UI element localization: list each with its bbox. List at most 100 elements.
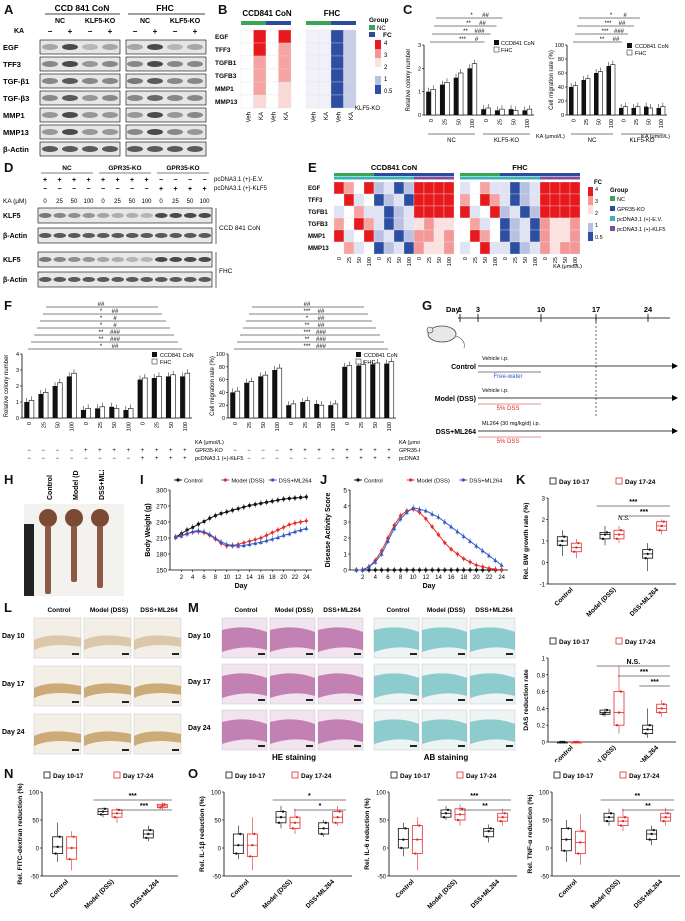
data-point	[577, 541, 580, 545]
row-label: GPR35-KO	[195, 448, 224, 454]
sig-mark: #	[475, 37, 479, 43]
klf-sign: −	[247, 456, 251, 462]
x-tick-label: 50	[483, 257, 489, 263]
data-point	[468, 560, 473, 564]
klf5-sign: −	[86, 186, 90, 193]
panel-a-sub-ko-1: KLF5-KO	[85, 18, 116, 25]
blot-band	[187, 44, 203, 50]
legend-ccd-label: CCD841 CoN	[635, 44, 669, 50]
group-bar	[414, 173, 454, 176]
bar-fhc	[660, 106, 666, 116]
data-point	[561, 740, 564, 744]
heat-cell	[240, 29, 254, 44]
ka-sign: +	[193, 27, 198, 36]
legend-label: Day 17-24	[466, 773, 497, 780]
blot-row-label: TGF-β1	[3, 77, 29, 86]
heat-cell	[373, 205, 385, 219]
data-point	[567, 827, 570, 830]
tissue-band	[34, 683, 81, 698]
sig-mark: *	[100, 344, 103, 350]
panel-a-sub-nc-1: NC	[55, 18, 65, 25]
group-label: Control	[557, 878, 578, 899]
legend-box-1	[225, 771, 233, 779]
data-point	[456, 818, 460, 822]
group-bar-ko	[331, 21, 356, 25]
x-axis-label: Day	[423, 583, 436, 590]
legend-label: Day 17-24	[629, 773, 660, 780]
annotation: Vehicle i.p.	[482, 356, 509, 362]
klf-sign: +	[155, 456, 159, 462]
heat-cell	[509, 193, 521, 207]
data-point	[293, 496, 297, 500]
sig-mark: **	[466, 21, 471, 27]
bar-fhc	[99, 406, 106, 419]
heat-row-label: TFF3	[308, 198, 323, 204]
sig-mark: **	[482, 803, 488, 810]
bar-ccd	[656, 108, 661, 115]
bar-ccd	[328, 405, 333, 418]
y-tick-label: 1	[542, 657, 546, 663]
x-tick-label: 100	[470, 119, 476, 128]
heat-cell	[509, 241, 521, 255]
data-point	[392, 526, 397, 530]
heat-col-label: KA	[259, 112, 265, 120]
heat-cell	[489, 205, 501, 219]
blot-band	[62, 129, 78, 135]
y-tick-label: 300	[156, 488, 167, 495]
heat-cell	[278, 55, 292, 70]
data-point	[615, 724, 619, 727]
heat-cell	[539, 229, 551, 243]
group-name: Model (DSS)	[435, 396, 476, 403]
legend-fhc-swatch	[493, 46, 500, 53]
klf-sign: −	[27, 456, 31, 462]
data-point	[563, 740, 566, 744]
y-tick-label: 1	[542, 540, 546, 546]
bar-fhc	[276, 367, 283, 419]
blot-band	[82, 78, 98, 84]
blot-band	[111, 233, 124, 238]
heat-cell	[569, 241, 581, 255]
heat-cell	[499, 193, 511, 207]
group-label: Model (DSS)	[261, 878, 293, 910]
tissue-band	[222, 627, 267, 652]
data-point	[213, 536, 218, 540]
bar-ccd	[426, 91, 431, 115]
data-point	[455, 568, 460, 572]
klf5-sign: +	[202, 186, 206, 193]
caption-he: HE staining	[272, 753, 316, 762]
legend-label: Day 17-24	[625, 479, 656, 486]
bar-fhc	[647, 107, 653, 116]
gpr-sign: −	[70, 448, 74, 454]
heat-cell	[265, 94, 279, 109]
y-axis-label: Body Weight (g)	[145, 503, 152, 557]
legend-box-1	[549, 477, 557, 485]
group-label: Control	[553, 586, 574, 607]
gpr-sign: +	[303, 448, 307, 454]
klf-sign: −	[112, 456, 116, 462]
heat-cell	[529, 181, 541, 195]
box	[232, 833, 244, 855]
heat-col-label: Veh	[336, 112, 342, 122]
panel-letter-i: I	[140, 472, 144, 487]
legend-box-2	[291, 771, 299, 779]
blot-band	[42, 95, 58, 101]
sig-mark: **	[463, 29, 468, 35]
group-bar	[500, 176, 540, 180]
blot-band	[127, 61, 143, 67]
sig-mark: ***	[303, 330, 311, 336]
heat-cell	[278, 68, 292, 83]
blot-band	[140, 213, 153, 218]
row-label: Day 17	[188, 679, 211, 686]
x-tick-label: 18	[269, 575, 276, 581]
legend-color-step	[588, 223, 593, 232]
data-point	[561, 539, 564, 543]
scale-bar	[354, 699, 361, 701]
gpr-sign: +	[359, 448, 363, 454]
tissue-band	[422, 719, 467, 744]
colon-label: Model (DSS)	[73, 470, 80, 500]
blot-row-label: β-Actin	[3, 233, 27, 240]
row-label: KA (μmol/L)	[399, 440, 420, 446]
heat-cell	[479, 205, 491, 219]
data-point	[258, 536, 263, 540]
y-tick-label: -1	[540, 583, 546, 589]
